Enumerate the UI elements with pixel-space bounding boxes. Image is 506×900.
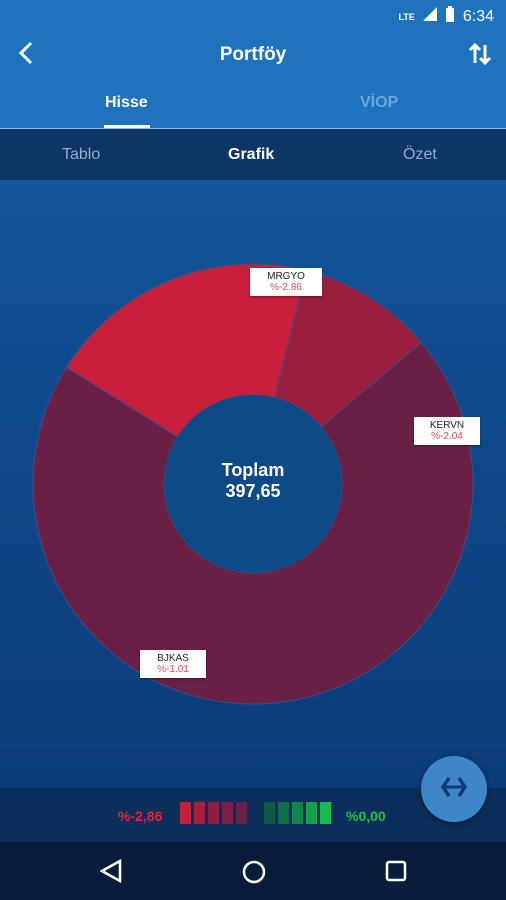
main-tabs: Hisse VİOP xyxy=(0,80,506,129)
legend-swatch-red xyxy=(208,802,219,824)
slice-label-mrgyo[interactable]: MRGYO %-2.86 xyxy=(250,268,322,296)
legend-swatch-green xyxy=(292,802,303,824)
battery-icon xyxy=(445,6,455,27)
donut-svg xyxy=(32,263,474,705)
status-icons: LTE 6:34 xyxy=(399,6,494,27)
donut-center-value: 397,65 xyxy=(225,481,281,501)
legend-swatch-green xyxy=(264,802,275,824)
legend-swatch-red xyxy=(236,802,247,824)
donut-center-label: Toplam xyxy=(221,460,285,480)
nav-recents-icon[interactable] xyxy=(385,860,407,887)
tab-hisse[interactable]: Hisse xyxy=(105,94,148,111)
nav-home-icon[interactable] xyxy=(241,859,267,890)
clock: 6:34 xyxy=(462,7,494,25)
back-arrow-icon[interactable] xyxy=(18,40,34,72)
network-type: LTE xyxy=(398,11,415,22)
portfolio-donut-chart: MRGYO %-2.86 KERVN %-2.04 BJKAS %-1.01 T… xyxy=(0,180,506,788)
legend-swatch-red xyxy=(222,802,233,824)
tab-indicator xyxy=(104,125,150,128)
legend-swatch-red xyxy=(194,802,205,824)
subtab-tablo[interactable]: Tablo xyxy=(62,146,101,163)
subtab-grafik[interactable]: Grafik xyxy=(228,146,275,163)
system-nav-bar xyxy=(0,842,506,900)
swap-icon xyxy=(440,776,468,803)
swap-fab-button[interactable] xyxy=(421,756,487,822)
legend-swatch-green xyxy=(320,802,331,824)
signal-icon xyxy=(422,7,437,26)
legend-red-scale xyxy=(180,802,247,824)
donut-center: Toplam 397,65 xyxy=(183,460,323,502)
subtab-ozet[interactable]: Özet xyxy=(403,146,437,163)
slice-label-kervn[interactable]: KERVN %-2.04 xyxy=(414,417,480,445)
tab-viop[interactable]: VİOP xyxy=(360,94,399,111)
sort-arrows-icon[interactable] xyxy=(468,42,492,72)
page-title: Portföy xyxy=(219,44,287,65)
slice-name: BJKAS xyxy=(157,653,189,664)
slice-change: %-2.04 xyxy=(431,431,463,442)
slice-label-bjkas[interactable]: BJKAS %-1.01 xyxy=(140,650,206,678)
sub-tabs: Tablo Grafik Özet xyxy=(0,129,506,180)
legend-swatch-green xyxy=(278,802,289,824)
legend-max-value: %0,00 xyxy=(346,808,386,824)
legend-bar: %-2,86 %0,00 xyxy=(0,788,506,842)
legend-swatch-red xyxy=(180,802,191,824)
legend-min-value: %-2,86 xyxy=(118,808,163,824)
app-bar: Portföy xyxy=(0,32,506,80)
slice-change: %-2.86 xyxy=(270,282,302,293)
nav-back-icon[interactable] xyxy=(99,858,122,888)
legend-green-scale xyxy=(264,802,331,824)
donut-hole xyxy=(164,395,342,573)
slice-change: %-1.01 xyxy=(157,664,189,675)
slice-name: KERVN xyxy=(429,420,465,431)
legend-swatch-green xyxy=(306,802,317,824)
slice-name: MRGYO xyxy=(267,271,305,282)
status-bar: LTE 6:34 xyxy=(0,0,506,32)
